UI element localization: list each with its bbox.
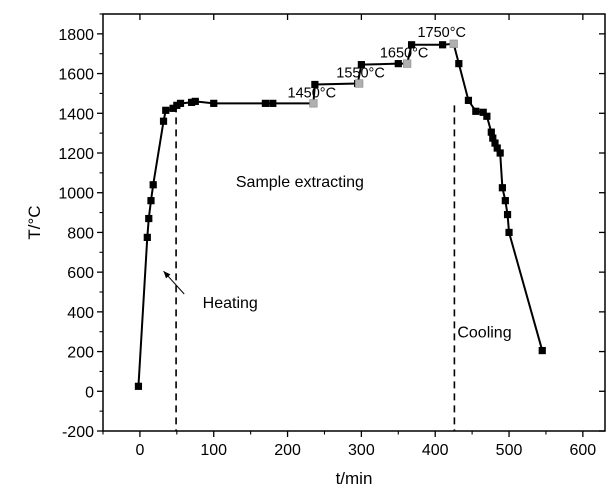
data-point	[496, 149, 504, 157]
annotation-label: Sample extracting	[236, 174, 364, 191]
y-tick-label: 200	[67, 345, 94, 362]
data-point	[489, 134, 497, 142]
y-tick-label: -200	[62, 424, 94, 441]
data-point	[191, 97, 199, 105]
y-tick-label: 1200	[58, 146, 94, 163]
data-point	[173, 101, 181, 109]
data-point	[493, 144, 501, 152]
y-tick-label: 0	[85, 384, 94, 401]
plot-frame	[102, 13, 606, 432]
y-axis-label: T/°C	[25, 205, 44, 239]
data-point	[269, 99, 277, 107]
data-point	[479, 108, 487, 116]
y-tick-label: 400	[67, 305, 94, 322]
annotation-label: Cooling	[457, 325, 511, 342]
temperature-label: 1550°C	[336, 66, 385, 82]
data-point	[407, 41, 416, 49]
ticks-layer: 0 100 200 300 400 500 600 -200 0 200 400 600 800 1000…	[58, 13, 605, 459]
y-tick-label: 600	[67, 265, 94, 282]
x-tick-label: 0	[135, 442, 144, 459]
data-point	[143, 233, 151, 241]
x-tick-label: 500	[496, 442, 523, 459]
gray-data-point	[403, 59, 412, 68]
data-point	[503, 210, 512, 219]
y-tick-label: 1600	[58, 67, 94, 84]
annotation-layer: 1450°C 1550°C 1650°C 1750°C Sample extractin…	[163, 25, 512, 342]
data-point	[487, 128, 495, 136]
data-point	[176, 99, 185, 107]
data-point	[147, 197, 155, 205]
y-tick-label: 1000	[58, 186, 94, 203]
data-point	[464, 96, 473, 104]
y-tick-label: 1400	[58, 106, 94, 123]
vline-layer	[175, 105, 456, 431]
gray-data-point	[355, 79, 364, 88]
x-tick-label: 600	[570, 442, 597, 459]
data-point	[162, 106, 170, 114]
data-point	[134, 382, 143, 390]
data-point	[261, 99, 270, 107]
data-point	[394, 60, 402, 68]
x-tick-label: 300	[348, 442, 375, 459]
data-point	[498, 184, 506, 192]
annotation-label: Heating	[203, 295, 258, 312]
temperature-label: 1750°C	[417, 25, 466, 41]
data-point	[505, 228, 513, 237]
data-point	[210, 99, 218, 107]
x-tick-label: 100	[200, 442, 227, 459]
data-point	[491, 139, 499, 147]
x-tick-label: 200	[274, 442, 301, 459]
gray-data-point	[449, 39, 458, 48]
data-point	[159, 117, 168, 125]
gray-data-point	[309, 99, 318, 108]
x-tick-label: 400	[422, 442, 449, 459]
data-point	[483, 112, 491, 120]
arrow-head	[163, 271, 171, 279]
marker-layer	[134, 39, 546, 390]
data-point	[169, 104, 177, 112]
data-point	[455, 60, 463, 68]
data-point	[501, 197, 509, 205]
data-point	[438, 41, 447, 49]
y-tick-label: 800	[67, 225, 94, 242]
y-tick-label: 1800	[58, 27, 94, 44]
data-point	[187, 98, 196, 106]
temperature-label: 1650°C	[380, 46, 429, 62]
data-point	[538, 346, 546, 355]
data-point	[311, 80, 319, 89]
data-point	[472, 107, 480, 115]
x-axis-label: t/min	[336, 469, 373, 488]
temperature-label: 1450°C	[288, 85, 337, 101]
data-point	[357, 61, 365, 69]
data-point	[145, 214, 153, 223]
data-point	[149, 181, 157, 189]
